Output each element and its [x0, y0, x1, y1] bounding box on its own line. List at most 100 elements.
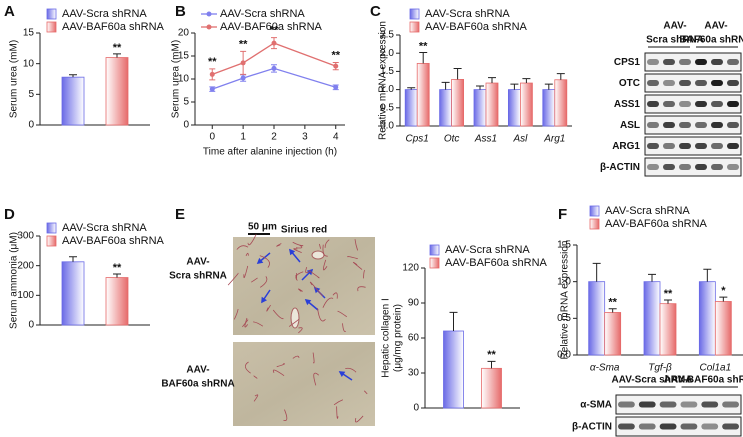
blot-band [722, 401, 739, 408]
error-bar [703, 268, 712, 282]
blot-band [663, 80, 675, 86]
marker [333, 63, 339, 69]
fiber [324, 239, 330, 248]
fiber [319, 243, 322, 249]
bar [105, 57, 129, 126]
row-label: AAV- [186, 257, 209, 268]
significance: ** [113, 42, 122, 54]
significance: ** [113, 262, 122, 274]
blot-frame [644, 73, 742, 93]
panel-letter: B [175, 3, 186, 20]
blot-band [701, 401, 719, 408]
blot-band [711, 80, 723, 86]
legend-swatch [589, 218, 600, 230]
y-tick-label: 300 [17, 231, 34, 242]
blot-frame [644, 157, 742, 177]
error-bar [556, 73, 565, 80]
significance: ** [270, 25, 279, 37]
legend-swatch [409, 8, 420, 20]
fiber [305, 266, 311, 274]
fiber [243, 265, 249, 279]
blot-band [722, 423, 739, 430]
bar [507, 89, 521, 127]
y-tick-label: 200 [17, 260, 34, 271]
blot-band [727, 80, 739, 86]
blot-band [618, 401, 635, 408]
fiber [313, 372, 320, 386]
panel-letter: F [558, 206, 567, 223]
blot-row-label: CPS1 [614, 57, 641, 68]
bar [588, 281, 606, 356]
fibers [227, 234, 368, 423]
bar [439, 89, 453, 127]
fiber [292, 241, 304, 247]
blot-band [679, 101, 691, 107]
blot-row-label: ASS1 [614, 99, 641, 110]
legend-label: AAV-BAF60a shRNA [62, 235, 165, 247]
fiber [312, 352, 315, 364]
y-tick-label: 1.0 [557, 276, 571, 287]
y-tick-label: 20 [178, 28, 190, 39]
fiber [323, 259, 328, 271]
row-label: Scra shRNA [169, 271, 227, 282]
blot-frame [615, 416, 742, 437]
y-tick-label: 60 [408, 333, 420, 344]
series-line [212, 42, 336, 76]
y-tick-label: 15 [23, 28, 35, 39]
blot-column-label: AAV-Scra shRNA [612, 375, 693, 386]
blot-band [638, 401, 656, 408]
legend-label: AAV-BAF60a shRNA [605, 218, 708, 230]
blot-band [701, 423, 719, 430]
panel-letter: E [175, 206, 185, 223]
y-tick-label: 2.5 [380, 30, 394, 41]
fiber [227, 272, 239, 286]
legend-swatch [46, 235, 57, 247]
bar [481, 367, 502, 409]
y-axis-label: Serum urea (mM) [171, 40, 182, 118]
bar [659, 303, 677, 356]
x-tick-label: Ass1 [474, 134, 497, 145]
blot-band [727, 143, 739, 149]
blot-band [618, 423, 635, 430]
fiber [245, 361, 251, 374]
blot-band [647, 59, 659, 65]
error-bar [407, 87, 416, 90]
bar [542, 89, 556, 127]
fiber [236, 245, 249, 250]
bar [554, 79, 568, 127]
error-bar [608, 308, 617, 313]
legend-label: AAV-Scra shRNA [62, 8, 147, 20]
error-bar [476, 85, 484, 90]
y-tick-label: 120 [402, 263, 419, 274]
fiber [242, 319, 249, 328]
fiber [259, 255, 270, 268]
error-bar [510, 83, 519, 90]
x-tick-label: Otc [444, 134, 460, 145]
y-tick-label: 1.5 [557, 240, 571, 251]
bar [416, 62, 430, 127]
x-axis-label: Time after alanine injection (h) [203, 147, 337, 158]
legend-label: AAV-Scra shRNA [605, 205, 690, 217]
blot-frame [644, 52, 742, 72]
legend-label: AAV-BAF60a shRNA [445, 257, 548, 269]
blot-band [711, 122, 723, 128]
fiber [342, 323, 346, 332]
bar [473, 89, 487, 127]
y-tick-label: 2.0 [380, 48, 394, 59]
blot-row-label: β-ACTIN [572, 422, 612, 433]
error-bar [69, 74, 77, 78]
error-bar [544, 83, 553, 90]
fiber [336, 406, 339, 419]
y-axis-label: Hepatic collagen I [381, 298, 392, 378]
marker [271, 40, 277, 46]
x-tick-label: 0 [209, 132, 215, 143]
error-bar [592, 262, 601, 282]
y-tick-label: 0 [28, 120, 34, 131]
fiber [308, 270, 320, 279]
y-axis-label: Relative mRNA expression [378, 21, 389, 140]
x-tick-label: 3 [302, 132, 308, 143]
fiber [253, 394, 259, 402]
y-tick-label: 1.5 [380, 66, 394, 77]
x-tick-label: Tgf-β [648, 363, 672, 374]
